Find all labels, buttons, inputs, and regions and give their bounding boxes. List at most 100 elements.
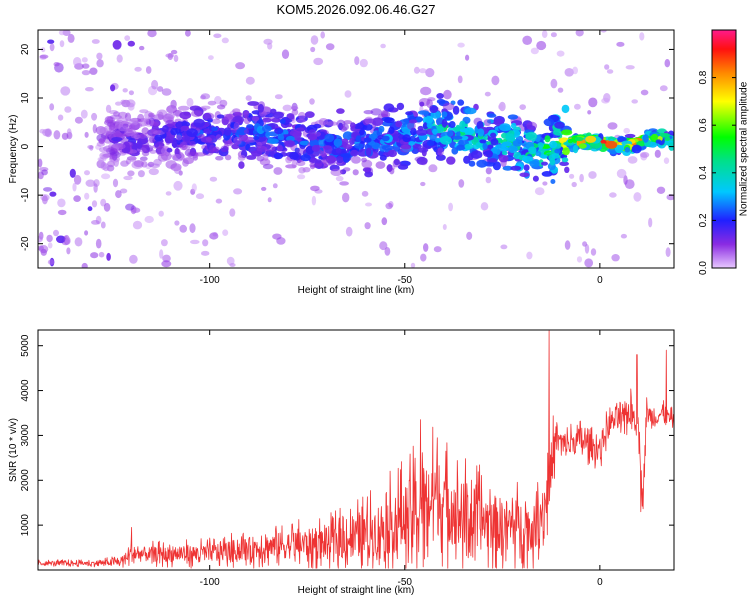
heatmap-cell bbox=[162, 254, 171, 263]
heatmap-cell bbox=[625, 65, 635, 70]
snr-panel: -100 -50 0 1000 2000 3000 4000 5000 Height of … bbox=[8, 329, 675, 596]
heatmap-cell bbox=[345, 226, 353, 237]
heatmap-cell bbox=[243, 129, 250, 134]
heatmap-cell bbox=[576, 256, 583, 263]
heatmap-cell bbox=[342, 192, 350, 203]
heatmap-cell bbox=[299, 140, 310, 146]
heatmap-cell bbox=[200, 95, 206, 100]
heatmap-cell bbox=[111, 137, 123, 142]
heatmap-cell bbox=[379, 241, 388, 251]
heatmap-cell bbox=[139, 45, 145, 51]
heatmap-cell bbox=[464, 107, 477, 115]
heatmap-cell bbox=[233, 121, 240, 131]
tick-label: 0 bbox=[20, 143, 31, 149]
heatmap-cell bbox=[458, 179, 465, 188]
heatmap-cell bbox=[534, 187, 545, 196]
heatmap-cell bbox=[519, 104, 526, 110]
heatmap-cell bbox=[315, 159, 322, 164]
heatmap-cell bbox=[381, 135, 390, 142]
heatmap-cell bbox=[353, 123, 363, 129]
heatmap-cell bbox=[91, 39, 100, 44]
heatmap-cell bbox=[384, 247, 391, 256]
heatmap-cell bbox=[442, 224, 447, 230]
heatmap-cell bbox=[402, 134, 411, 143]
heatmap-cell bbox=[67, 33, 75, 43]
heatmap-cell bbox=[207, 100, 217, 106]
heatmap-cell bbox=[590, 248, 597, 256]
heatmap-cell bbox=[311, 144, 320, 152]
heatmap-cell bbox=[42, 195, 48, 205]
heatmap-cell bbox=[446, 156, 456, 165]
heatmap-cell bbox=[528, 146, 537, 155]
heatmap-cell bbox=[541, 30, 548, 38]
heatmap-cell bbox=[41, 169, 48, 176]
heatmap-cell bbox=[159, 249, 164, 259]
heatmap-cell bbox=[354, 143, 364, 149]
heatmap-cell bbox=[291, 160, 297, 169]
heatmap-cell bbox=[616, 168, 627, 179]
heatmap-cell bbox=[554, 121, 565, 129]
heatmap-cell bbox=[99, 152, 110, 160]
heatmap-cell bbox=[189, 223, 196, 234]
heatmap-cell bbox=[567, 138, 573, 144]
heatmap-cell bbox=[574, 103, 581, 110]
heatmap-cell bbox=[324, 133, 335, 143]
heatmap-cell bbox=[229, 208, 236, 217]
heatmap-cell bbox=[475, 142, 484, 148]
heatmap-cell bbox=[202, 239, 209, 247]
heatmap-cell bbox=[362, 167, 372, 173]
heatmap-cell bbox=[59, 40, 65, 48]
heatmap-cell bbox=[455, 124, 461, 132]
tick-label: 0.2 bbox=[698, 213, 709, 227]
heatmap-cell bbox=[484, 91, 491, 97]
heatmap-cell bbox=[485, 176, 492, 184]
heatmap-cell bbox=[365, 147, 372, 157]
heatmap-cell bbox=[81, 262, 88, 268]
heatmap-cell bbox=[468, 160, 476, 167]
heatmap-cell bbox=[43, 187, 53, 192]
heatmap-cell bbox=[349, 138, 355, 145]
tick-label: -50 bbox=[398, 275, 413, 286]
heatmap-cell bbox=[115, 133, 125, 138]
heatmap-cell bbox=[505, 133, 515, 142]
heatmap-cell bbox=[109, 148, 116, 155]
heatmap-cell bbox=[437, 147, 444, 156]
heatmap-cell bbox=[304, 111, 315, 118]
heatmap-cell bbox=[91, 200, 98, 208]
heatmap-cell bbox=[579, 173, 584, 183]
heatmap-cell bbox=[165, 191, 172, 196]
heatmap-cell bbox=[543, 118, 555, 127]
heatmap-cell bbox=[624, 179, 635, 190]
heatmap-cell bbox=[116, 54, 123, 63]
heatmap-cell bbox=[364, 171, 373, 178]
tick-label: -50 bbox=[398, 577, 413, 588]
heatmap-cell bbox=[185, 30, 191, 37]
heatmap-cell bbox=[120, 99, 127, 105]
heatmap-cell bbox=[477, 128, 485, 137]
heatmap-cell bbox=[208, 55, 214, 60]
heatmap-cell bbox=[128, 119, 139, 126]
heatmap-cell bbox=[457, 42, 465, 48]
heatmap-cell bbox=[282, 104, 293, 112]
heatmap-cell bbox=[100, 221, 106, 229]
heatmap-cell bbox=[575, 30, 584, 37]
heatmap-cell bbox=[215, 155, 224, 161]
heatmap-cell bbox=[243, 111, 250, 118]
heatmap-cell bbox=[237, 154, 246, 161]
heatmap-cell bbox=[73, 57, 82, 67]
heatmap-cell bbox=[56, 235, 66, 244]
heatmap-cell bbox=[656, 186, 666, 194]
heatmap-cell bbox=[325, 155, 336, 164]
heatmap-cell bbox=[170, 49, 178, 55]
heatmap-cell bbox=[166, 147, 173, 153]
heatmap-cell bbox=[243, 116, 251, 125]
heatmap-cell bbox=[233, 188, 243, 195]
heatmap-cell bbox=[57, 198, 66, 208]
heatmap-cell bbox=[273, 167, 283, 175]
heatmap-cell bbox=[120, 160, 129, 167]
heatmap-cell bbox=[588, 171, 597, 179]
heatmap-cell bbox=[620, 233, 628, 239]
heatmap-cell bbox=[105, 104, 112, 113]
heatmap-cell bbox=[412, 143, 422, 149]
tick-label: 0.4 bbox=[698, 165, 709, 179]
